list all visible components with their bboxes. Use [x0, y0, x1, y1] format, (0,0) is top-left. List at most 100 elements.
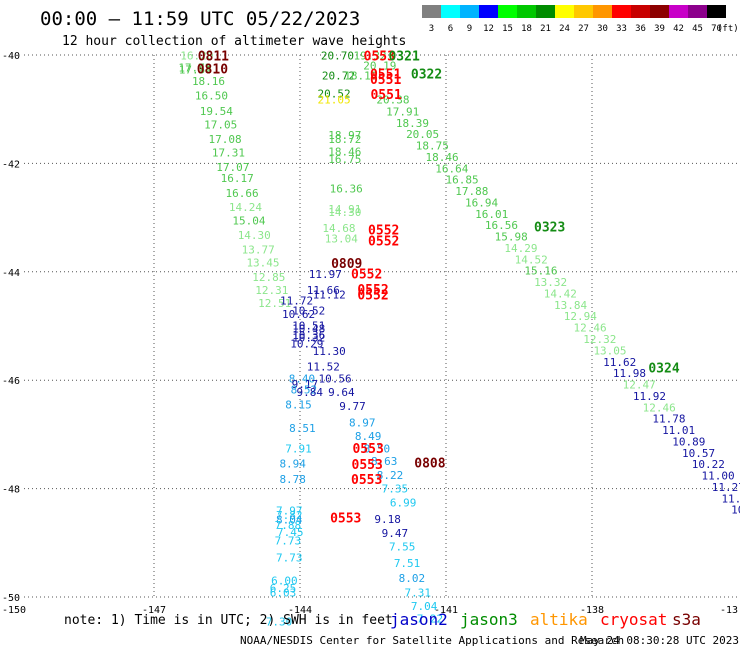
- wave-height-value: 6.00: [271, 575, 298, 588]
- legend-bin-label: 21: [540, 24, 551, 34]
- wave-height-value: 14.68: [322, 222, 355, 235]
- wave-height-value: 19.54: [200, 105, 233, 118]
- wave-height-value: 9.18: [374, 513, 401, 526]
- wave-height-value: 11.72: [280, 295, 313, 308]
- wave-height-value: 7.45: [277, 526, 304, 539]
- wave-height-value: 20.52: [318, 87, 351, 100]
- pass-time-label: 0809: [331, 257, 362, 272]
- satellite-legend-jason2: jason2: [390, 610, 448, 629]
- legend-swatch: [555, 5, 574, 18]
- wave-height-value: 10.32: [292, 331, 325, 344]
- wave-height-value: 20.38: [376, 93, 409, 106]
- wave-height-value: 18.10: [344, 70, 377, 83]
- footnote: note: 1) Time is in UTC; 2) SWH is in fe…: [64, 613, 393, 628]
- pass-time-label: 0808: [414, 457, 445, 472]
- wave-height-value: 11.52: [307, 361, 340, 374]
- wave-height-value: 18.46: [426, 151, 459, 164]
- pass-time-label: 0553: [352, 458, 383, 473]
- wave-height-value: 10.29: [290, 337, 323, 350]
- wave-height-value: 15.98: [495, 231, 528, 244]
- wave-height-value: 7.30: [266, 615, 293, 628]
- wave-height-value: 19.32: [354, 50, 387, 63]
- wave-height-value: 6.25: [270, 582, 297, 595]
- wave-height-value: 8.50: [364, 442, 391, 455]
- legend-swatch: [612, 5, 631, 18]
- x-tick-label: -147: [142, 605, 166, 616]
- legend-swatch: [593, 5, 612, 18]
- wave-height-value: 17.05: [204, 118, 237, 131]
- wave-height-value: 18.39: [396, 117, 429, 130]
- pass-time-label: 0551: [370, 67, 401, 82]
- footer-credit: NOAA/NESDIS Center for Satellite Applica…: [240, 634, 624, 647]
- wave-height-value: 8.78: [279, 473, 306, 486]
- wave-height-value: 13.05: [593, 344, 626, 357]
- wave-height-value: 14.30: [238, 229, 271, 242]
- wave-height-value: 11.97: [309, 268, 342, 281]
- wave-height-value: 7.51: [394, 557, 421, 570]
- y-tick-label: -48: [2, 485, 20, 496]
- wave-height-value: 15.04: [232, 214, 265, 227]
- wave-height-value: 11.01: [662, 424, 695, 437]
- wave-height-value: 18.75: [416, 140, 449, 153]
- wave-height-value: 8.97: [349, 416, 376, 429]
- legend-swatch: [479, 5, 498, 18]
- wave-height-value: 7.55: [389, 541, 416, 554]
- wave-height-value: 12.46: [573, 322, 606, 335]
- legend-swatch: [422, 5, 441, 18]
- wave-height-value: 11.30: [313, 345, 346, 358]
- legend-bin-label: 27: [578, 24, 589, 34]
- wave-height-value: 20.70: [321, 50, 354, 63]
- pass-time-label: 0553: [364, 50, 395, 65]
- pass-time-label: 0552: [357, 283, 388, 298]
- wave-height-value: 11.00: [701, 470, 734, 483]
- wave-height-value: 18.72: [328, 133, 361, 146]
- pass-time-label: 0810: [197, 63, 228, 78]
- legend-bin-label: 33: [616, 24, 627, 34]
- satellite-legend-s3a: s3a: [672, 610, 701, 629]
- x-tick-label-max: -13: [720, 605, 738, 616]
- footer-timestamp: May 24 08:30:28 UTC 2023: [580, 634, 739, 647]
- wave-height-value: 14.29: [504, 242, 537, 255]
- pass-time-label: 0552: [351, 267, 382, 282]
- x-tick-label: -144: [288, 605, 312, 616]
- wave-height-value: 13.32: [534, 276, 567, 289]
- legend-bin-label: 15: [502, 24, 513, 34]
- pass-time-label: 0553: [352, 442, 383, 457]
- legend-bin-label: 39: [654, 24, 665, 34]
- wave-height-value: 10.57: [682, 447, 715, 460]
- wave-height-value: 11.66: [307, 284, 340, 297]
- y-tick-label: -40: [2, 51, 20, 62]
- pass-time-label: 0553: [330, 511, 361, 526]
- wave-height-value: 8.52: [291, 383, 318, 396]
- wave-height-value: 18.46: [328, 145, 361, 158]
- pass-time-label: 0553: [351, 473, 382, 488]
- pass-time-label: 0322: [411, 67, 442, 82]
- wave-height-value: 12.47: [623, 379, 656, 392]
- wave-height-value: 17.91: [386, 105, 419, 118]
- wave-height-value: 20.19: [363, 59, 396, 72]
- chart-title: 00:00 – 11:59 UTC 05/22/2023: [40, 8, 360, 30]
- wave-height-value: 8.22: [377, 469, 404, 482]
- x-tick-label-min: -150: [2, 605, 26, 616]
- legend-swatch: [650, 5, 669, 18]
- wave-height-value: 11.78: [652, 413, 685, 426]
- wave-height-value: 10.62: [282, 308, 315, 321]
- wave-height-value: 16.94: [465, 196, 498, 209]
- wave-height-value: 12.46: [643, 401, 676, 414]
- wave-height-value: 16.85: [445, 174, 478, 187]
- wave-height-value: 8.49: [355, 430, 382, 443]
- wave-height-value: 15.16: [524, 265, 557, 278]
- legend-swatch: [688, 5, 707, 18]
- legend-swatch: [460, 5, 479, 18]
- wave-height-value: 14.30: [328, 206, 361, 219]
- wave-height-value: 17.88: [455, 185, 488, 198]
- satellite-legend-jason3: jason3: [460, 610, 518, 629]
- wave-height-value: 6.99: [390, 497, 417, 510]
- legend-bin-label: 45: [692, 24, 703, 34]
- wave-height-value: 9.64: [328, 386, 355, 399]
- wave-height-value: 13.77: [242, 244, 275, 257]
- wave-height-value: 10.89: [672, 435, 705, 448]
- wave-height-value: 7.88: [275, 519, 302, 532]
- legend-swatch: [574, 5, 593, 18]
